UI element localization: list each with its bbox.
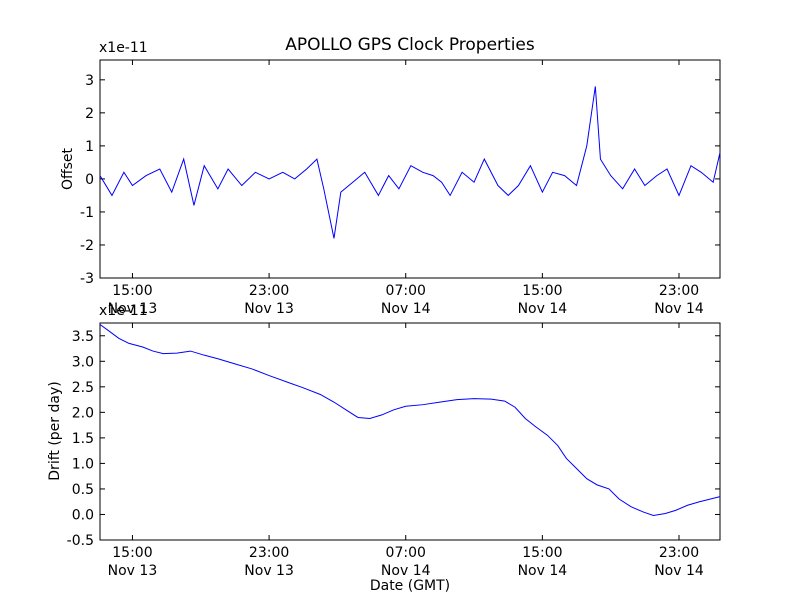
drift-y-tick-label: 2.0 [72, 405, 94, 421]
drift-x-tick-time: 15:00 [522, 545, 562, 561]
offset-x-tick-time: 23:00 [659, 283, 699, 299]
offset-y-tick-label: 3 [85, 73, 94, 89]
offset-x-tick-time: 15:00 [522, 283, 562, 299]
drift-y-axis-title: Drift (per day) [47, 381, 63, 480]
offset-plot-area [99, 59, 721, 279]
offset-y-tick-label: 2 [85, 106, 94, 122]
drift-x-tick-time: 23:00 [659, 545, 699, 561]
offset-x-tick-time: 07:00 [386, 283, 426, 299]
drift-x-tick-date: Nov 13 [108, 563, 158, 579]
offset-y-tick-label: 1 [85, 139, 94, 155]
drift-y-tick-label: 3.5 [72, 329, 94, 345]
offset-x-tick-date: Nov 13 [108, 301, 158, 317]
offset-series-line [99, 86, 721, 239]
offset-scale-label: x1e-11 [99, 40, 148, 56]
drift-x-tick-date: Nov 14 [518, 563, 568, 579]
offset-x-tick-time: 15:00 [112, 283, 152, 299]
offset-y-tick-label: 0 [85, 172, 94, 188]
offset-x-tick-date: Nov 14 [518, 301, 568, 317]
offset-y-axis-title: Offset [60, 147, 76, 190]
drift-x-tick-date: Nov 14 [381, 563, 431, 579]
drift-x-tick-date: Nov 13 [244, 563, 294, 579]
drift-x-tick-time: 15:00 [112, 545, 152, 561]
drift-x-tick-date: Nov 14 [654, 563, 704, 579]
offset-y-tick-label: -1 [80, 205, 94, 221]
drift-y-tick-label: 1.5 [72, 431, 94, 447]
offset-x-tick-date: Nov 14 [381, 301, 431, 317]
drift-y-tick-label: 2.5 [72, 380, 94, 396]
offset-x-tick-date: Nov 13 [244, 301, 294, 317]
drift-y-tick-label: 0.5 [72, 482, 94, 498]
drift-series-line [99, 324, 721, 517]
drift-plot-area [99, 322, 721, 541]
drift-y-tick-label: 1.0 [72, 456, 94, 472]
chart-title: APOLLO GPS Clock Properties [285, 35, 535, 55]
offset-x-tick-date: Nov 14 [654, 301, 704, 317]
x-axis-title: Date (GMT) [370, 578, 450, 594]
drift-y-tick-label: -0.5 [67, 533, 94, 549]
drift-scale-label: x1e-11 [99, 303, 148, 319]
offset-y-tick-label: -2 [80, 238, 94, 254]
drift-x-tick-time: 07:00 [386, 545, 426, 561]
drift-x-tick-time: 23:00 [249, 545, 289, 561]
offset-y-tick-label: -3 [80, 271, 94, 287]
offset-x-tick-time: 23:00 [249, 283, 289, 299]
drift-y-tick-label: 0.0 [72, 507, 94, 523]
drift-y-tick-label: 3.0 [72, 354, 94, 370]
